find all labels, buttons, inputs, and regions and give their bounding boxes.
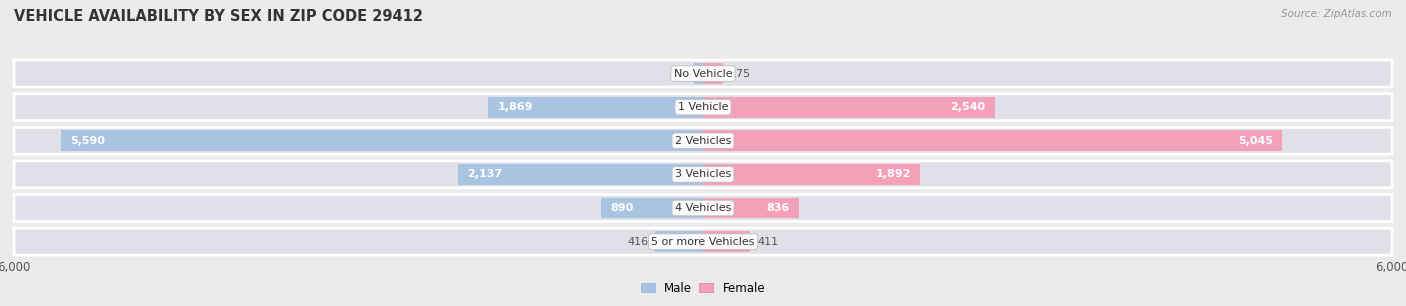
Text: 76: 76	[673, 69, 688, 79]
Bar	[703, 198, 799, 218]
Text: 1 Vehicle: 1 Vehicle	[678, 102, 728, 112]
Bar	[703, 63, 723, 84]
Text: 5 or more Vehicles: 5 or more Vehicles	[651, 237, 755, 247]
FancyBboxPatch shape	[14, 60, 1392, 87]
Text: 890: 890	[610, 203, 633, 213]
Text: Source: ZipAtlas.com: Source: ZipAtlas.com	[1281, 9, 1392, 19]
FancyBboxPatch shape	[14, 228, 1392, 255]
Bar	[695, 63, 703, 84]
Bar	[457, 164, 703, 185]
Bar	[703, 97, 994, 118]
Text: 1,892: 1,892	[876, 170, 911, 179]
Text: 5,590: 5,590	[70, 136, 105, 146]
Bar	[488, 97, 703, 118]
Text: 175: 175	[730, 69, 751, 79]
Bar	[60, 130, 703, 151]
Text: 411: 411	[756, 237, 778, 247]
Text: 2 Vehicles: 2 Vehicles	[675, 136, 731, 146]
Text: 3 Vehicles: 3 Vehicles	[675, 170, 731, 179]
Text: 836: 836	[766, 203, 790, 213]
FancyBboxPatch shape	[14, 161, 1392, 188]
Text: No Vehicle: No Vehicle	[673, 69, 733, 79]
Bar	[703, 231, 751, 252]
Bar	[703, 164, 921, 185]
Text: 416: 416	[627, 237, 648, 247]
Text: 5,045: 5,045	[1239, 136, 1272, 146]
Bar	[703, 130, 1282, 151]
Legend: Male, Female: Male, Female	[636, 277, 770, 299]
Text: 4 Vehicles: 4 Vehicles	[675, 203, 731, 213]
FancyBboxPatch shape	[14, 195, 1392, 222]
Text: 2,540: 2,540	[950, 102, 986, 112]
FancyBboxPatch shape	[14, 94, 1392, 121]
Text: 1,869: 1,869	[498, 102, 533, 112]
Bar	[600, 198, 703, 218]
Text: VEHICLE AVAILABILITY BY SEX IN ZIP CODE 29412: VEHICLE AVAILABILITY BY SEX IN ZIP CODE …	[14, 9, 423, 24]
FancyBboxPatch shape	[14, 127, 1392, 154]
Text: 2,137: 2,137	[467, 170, 502, 179]
Bar	[655, 231, 703, 252]
